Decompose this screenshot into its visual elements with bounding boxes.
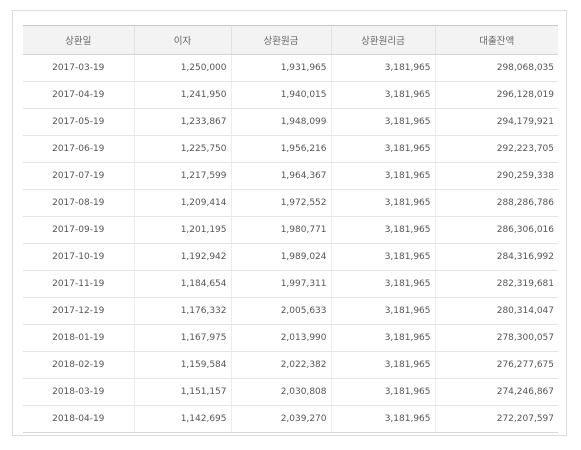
cell-principal: 1,948,099 xyxy=(230,108,331,136)
cell-date: 2018-04-19 xyxy=(23,405,134,433)
cell-date: 2017-05-19 xyxy=(23,108,134,136)
header-principal: 상환원금 xyxy=(230,25,331,55)
table-row: 2017-11-19 1,184,654 1,997,311 3,181,965 282… xyxy=(23,270,558,298)
table-row: 2017-04-19 1,241,950 1,940,015 3,181,965 296… xyxy=(23,81,558,109)
cell-interest: 1,142,695 xyxy=(133,405,231,433)
table-row: 2017-10-19 1,192,942 1,989,024 3,181,965 284… xyxy=(23,243,558,271)
cell-balance: 274,246,867 xyxy=(434,378,558,406)
cell-date: 2017-03-19 xyxy=(23,54,134,82)
cell-interest: 1,209,414 xyxy=(133,189,231,217)
cell-balance: 280,314,047 xyxy=(434,297,558,325)
cell-principal: 2,013,990 xyxy=(230,324,331,352)
cell-date: 2018-02-19 xyxy=(23,351,134,379)
cell-balance: 276,277,675 xyxy=(434,351,558,379)
cell-payment: 3,181,965 xyxy=(330,351,435,379)
cell-balance: 272,207,597 xyxy=(434,405,558,433)
cell-interest: 1,217,599 xyxy=(133,162,231,190)
schedule-panel: 상환일 이자 상환원금 상환원리금 대출잔액 2017-03-19 1,250,0… xyxy=(12,10,567,436)
cell-date: 2018-03-19 xyxy=(23,378,134,406)
cell-principal: 1,989,024 xyxy=(230,243,331,271)
cell-interest: 1,192,942 xyxy=(133,243,231,271)
repayment-schedule-table: 상환일 이자 상환원금 상환원리금 대출잔액 2017-03-19 1,250,0… xyxy=(23,25,558,433)
cell-balance: 296,128,019 xyxy=(434,81,558,109)
cell-interest: 1,241,950 xyxy=(133,81,231,109)
table-row: 2017-05-19 1,233,867 1,948,099 3,181,965 294… xyxy=(23,108,558,136)
table-row: 2017-07-19 1,217,599 1,964,367 3,181,965 290… xyxy=(23,162,558,190)
cell-interest: 1,201,195 xyxy=(133,216,231,244)
cell-payment: 3,181,965 xyxy=(330,270,435,298)
table-row: 2018-03-19 1,151,157 2,030,808 3,181,965 274… xyxy=(23,378,558,406)
cell-date: 2017-10-19 xyxy=(23,243,134,271)
cell-balance: 290,259,338 xyxy=(434,162,558,190)
cell-payment: 3,181,965 xyxy=(330,243,435,271)
cell-principal: 1,956,216 xyxy=(230,135,331,163)
cell-payment: 3,181,965 xyxy=(330,54,435,82)
cell-balance: 282,319,681 xyxy=(434,270,558,298)
header-row: 상환일 이자 상환원금 상환원리금 대출잔액 xyxy=(23,25,558,55)
cell-payment: 3,181,965 xyxy=(330,189,435,217)
cell-payment: 3,181,965 xyxy=(330,108,435,136)
header-loan-balance: 대출잔액 xyxy=(434,25,558,55)
cell-interest: 1,233,867 xyxy=(133,108,231,136)
table-header: 상환일 이자 상환원금 상환원리금 대출잔액 xyxy=(23,25,558,55)
cell-payment: 3,181,965 xyxy=(330,135,435,163)
cell-principal: 1,972,552 xyxy=(230,189,331,217)
cell-principal: 1,940,015 xyxy=(230,81,331,109)
cell-principal: 1,997,311 xyxy=(230,270,331,298)
cell-date: 2017-06-19 xyxy=(23,135,134,163)
cell-payment: 3,181,965 xyxy=(330,81,435,109)
header-repayment-date: 상환일 xyxy=(23,25,134,55)
cell-interest: 1,176,332 xyxy=(133,297,231,325)
cell-interest: 1,225,750 xyxy=(133,135,231,163)
cell-principal: 1,931,965 xyxy=(230,54,331,82)
cell-interest: 1,167,975 xyxy=(133,324,231,352)
cell-interest: 1,151,157 xyxy=(133,378,231,406)
header-principal-and-interest: 상환원리금 xyxy=(330,25,435,55)
cell-balance: 288,286,786 xyxy=(434,189,558,217)
cell-balance: 298,068,035 xyxy=(434,54,558,82)
cell-date: 2017-07-19 xyxy=(23,162,134,190)
cell-balance: 294,179,921 xyxy=(434,108,558,136)
cell-date: 2017-04-19 xyxy=(23,81,134,109)
cell-principal: 2,039,270 xyxy=(230,405,331,433)
cell-payment: 3,181,965 xyxy=(330,216,435,244)
cell-date: 2018-01-19 xyxy=(23,324,134,352)
cell-payment: 3,181,965 xyxy=(330,378,435,406)
cell-interest: 1,159,584 xyxy=(133,351,231,379)
cell-principal: 2,030,808 xyxy=(230,378,331,406)
cell-date: 2017-12-19 xyxy=(23,297,134,325)
cell-payment: 3,181,965 xyxy=(330,162,435,190)
cell-interest: 1,184,654 xyxy=(133,270,231,298)
cell-payment: 3,181,965 xyxy=(330,405,435,433)
table-row: 2018-01-19 1,167,975 2,013,990 3,181,965 278… xyxy=(23,324,558,352)
table-row: 2017-06-19 1,225,750 1,956,216 3,181,965 292… xyxy=(23,135,558,163)
cell-date: 2017-09-19 xyxy=(23,216,134,244)
table-row: 2018-04-19 1,142,695 2,039,270 3,181,965 272… xyxy=(23,405,558,433)
table-row: 2017-09-19 1,201,195 1,980,771 3,181,965 286… xyxy=(23,216,558,244)
table-row: 2017-03-19 1,250,000 1,931,965 3,181,965 298… xyxy=(23,54,558,82)
table-row: 2017-12-19 1,176,332 2,005,633 3,181,965 280… xyxy=(23,297,558,325)
cell-principal: 1,980,771 xyxy=(230,216,331,244)
cell-principal: 2,005,633 xyxy=(230,297,331,325)
cell-date: 2017-11-19 xyxy=(23,270,134,298)
table-row: 2018-02-19 1,159,584 2,022,382 3,181,965 276… xyxy=(23,351,558,379)
cell-balance: 284,316,992 xyxy=(434,243,558,271)
cell-principal: 1,964,367 xyxy=(230,162,331,190)
cell-balance: 286,306,016 xyxy=(434,216,558,244)
cell-payment: 3,181,965 xyxy=(330,324,435,352)
header-interest: 이자 xyxy=(133,25,231,55)
table-body: 2017-03-19 1,250,000 1,931,965 3,181,965 298… xyxy=(23,54,558,433)
cell-balance: 292,223,705 xyxy=(434,135,558,163)
cell-principal: 2,022,382 xyxy=(230,351,331,379)
cell-balance: 278,300,057 xyxy=(434,324,558,352)
cell-date: 2017-08-19 xyxy=(23,189,134,217)
cell-interest: 1,250,000 xyxy=(133,54,231,82)
table-row: 2017-08-19 1,209,414 1,972,552 3,181,965 288… xyxy=(23,189,558,217)
cell-payment: 3,181,965 xyxy=(330,297,435,325)
